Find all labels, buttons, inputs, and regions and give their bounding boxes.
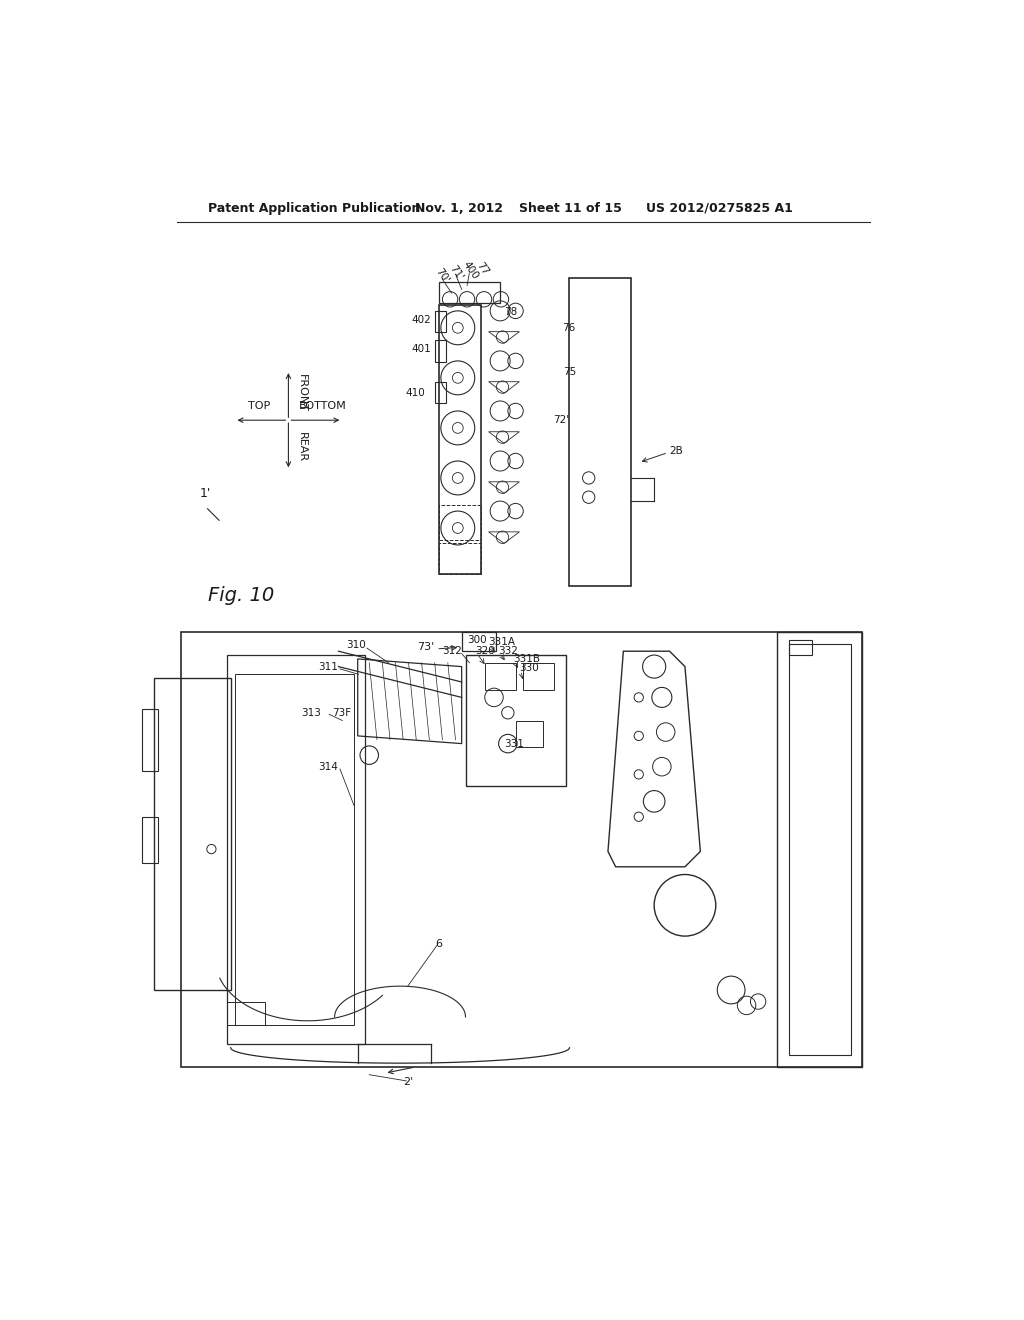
Text: 6: 6 — [435, 939, 442, 949]
Bar — [777, 632, 862, 1067]
Text: 402: 402 — [411, 315, 431, 325]
Text: 410: 410 — [406, 388, 425, 399]
Bar — [142, 709, 158, 771]
Bar — [435, 341, 446, 362]
Text: 400: 400 — [461, 259, 480, 281]
Bar — [523, 663, 554, 689]
Text: REAR: REAR — [297, 432, 307, 462]
Text: Sheet 11 of 15: Sheet 11 of 15 — [519, 202, 623, 215]
Text: 78: 78 — [504, 308, 517, 317]
Bar — [515, 721, 543, 747]
Bar — [484, 663, 515, 689]
Text: 72': 72' — [553, 416, 569, 425]
Text: 311: 311 — [318, 661, 339, 672]
Text: 2': 2' — [402, 1077, 413, 1088]
Text: 300: 300 — [467, 635, 486, 644]
Bar — [142, 817, 158, 863]
Text: 330: 330 — [519, 663, 540, 673]
Bar — [438, 506, 481, 540]
Text: US 2012/0275825 A1: US 2012/0275825 A1 — [646, 202, 794, 215]
Text: TOP: TOP — [248, 401, 270, 412]
Text: 77: 77 — [474, 260, 490, 277]
Text: 2B: 2B — [670, 446, 683, 455]
Text: 70': 70' — [434, 267, 452, 285]
Text: 76: 76 — [562, 323, 575, 333]
Text: 320: 320 — [475, 647, 495, 656]
Text: 310: 310 — [346, 640, 366, 649]
Text: 73': 73' — [418, 643, 435, 652]
Bar — [788, 644, 851, 1056]
Text: 314: 314 — [318, 762, 339, 772]
Text: 331B: 331B — [513, 653, 541, 664]
Bar — [438, 281, 500, 304]
Text: 1': 1' — [200, 487, 211, 500]
Text: 332: 332 — [499, 647, 518, 656]
Bar — [788, 640, 812, 655]
Bar — [466, 655, 565, 785]
Text: 331: 331 — [504, 739, 524, 748]
Text: Fig. 10: Fig. 10 — [208, 586, 273, 606]
Bar — [226, 655, 366, 1044]
Bar — [180, 632, 862, 1067]
Bar — [438, 305, 481, 574]
Bar — [462, 632, 497, 651]
Bar — [234, 675, 354, 1024]
Text: Patent Application Publication: Patent Application Publication — [208, 202, 420, 215]
Bar — [438, 544, 481, 574]
Text: 312: 312 — [441, 647, 462, 656]
Text: 73F: 73F — [333, 708, 351, 718]
Bar — [569, 277, 631, 586]
Text: BOTTOM: BOTTOM — [299, 401, 347, 412]
Bar — [226, 1002, 265, 1024]
Bar — [435, 381, 446, 404]
Text: 75: 75 — [563, 367, 577, 378]
Text: 313: 313 — [302, 708, 322, 718]
Text: 331A: 331A — [488, 638, 516, 647]
Bar — [154, 678, 230, 990]
Text: 71': 71' — [447, 264, 465, 282]
Text: FRONT: FRONT — [297, 375, 307, 412]
Text: Nov. 1, 2012: Nov. 1, 2012 — [416, 202, 504, 215]
Bar — [435, 312, 446, 333]
Text: 401: 401 — [411, 345, 431, 354]
